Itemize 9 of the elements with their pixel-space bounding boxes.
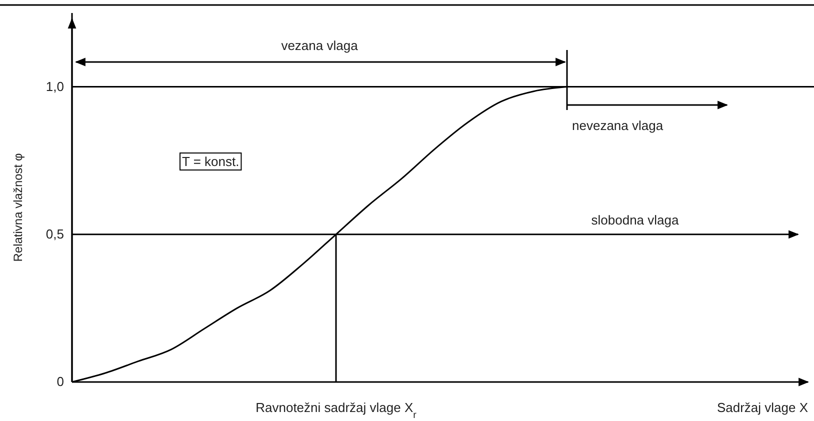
x-tick-label: Ravnotežni sadržaj vlage X$_{r}$ xyxy=(256,400,418,420)
annotation: nevezana vlaga xyxy=(572,118,664,133)
y-tick-label: 0 xyxy=(56,374,64,390)
y-axis-title: Relativna vlažnost φ xyxy=(11,153,25,262)
y-tick-label: 1,0 xyxy=(46,78,64,94)
y-tick-label: 0,5 xyxy=(46,226,64,242)
x-axis-title: Sadržaj vlage X xyxy=(716,400,808,415)
ref-line-label: slobodna vlaga xyxy=(591,212,680,228)
annotation: vezana vlaga xyxy=(281,38,359,53)
